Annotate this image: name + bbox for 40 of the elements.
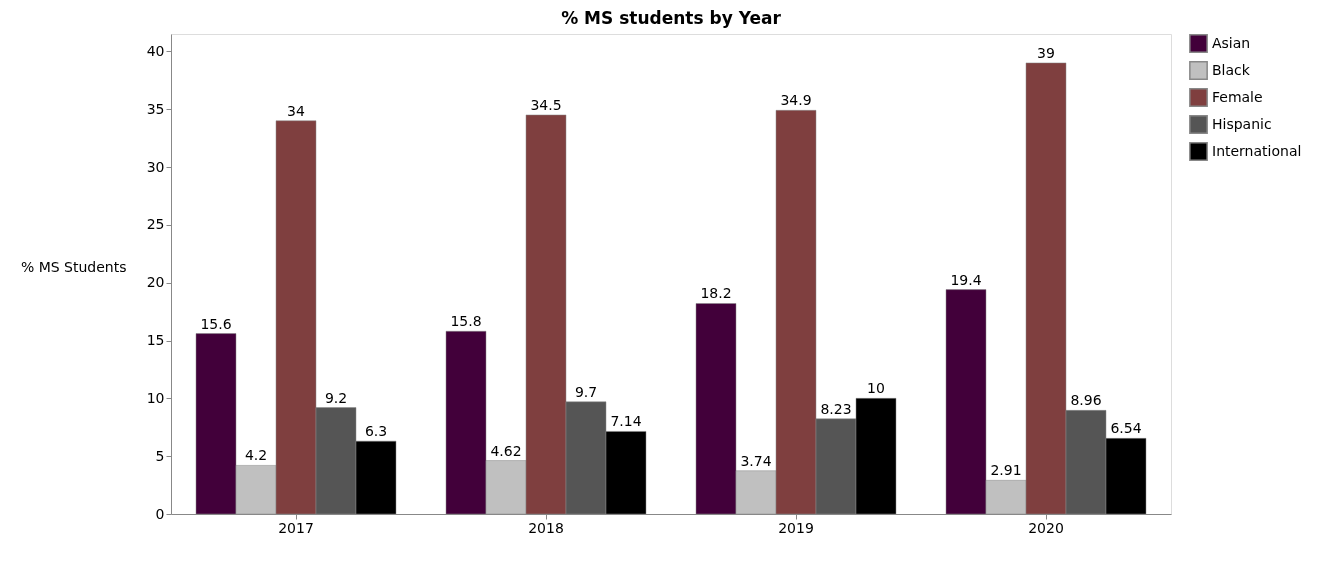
y-tick-label: 0 bbox=[155, 505, 165, 522]
data-label: 9.2 bbox=[324, 389, 348, 406]
y-tick-label: 20 bbox=[146, 274, 165, 291]
data-label: 8.23 bbox=[820, 400, 852, 417]
data-label: 10 bbox=[867, 380, 885, 397]
y-tick-label: 30 bbox=[146, 158, 165, 175]
x-tick-label: 2019 bbox=[778, 519, 814, 536]
x-tick-label: 2017 bbox=[278, 519, 314, 536]
y-tick-label: 10 bbox=[146, 389, 165, 406]
y-tick-label: 15 bbox=[146, 332, 165, 349]
data-label: 34 bbox=[287, 102, 305, 119]
y-tick-label: 5 bbox=[155, 447, 165, 464]
legend-label: Hispanic bbox=[1212, 115, 1272, 132]
x-tick-label: 2018 bbox=[528, 519, 564, 536]
legend-label: Asian bbox=[1212, 34, 1251, 51]
data-label: 34.9 bbox=[780, 92, 812, 109]
data-label: 15.8 bbox=[450, 313, 482, 330]
chart-title: % MS students by Year bbox=[561, 8, 782, 28]
data-label: 15.6 bbox=[200, 315, 232, 332]
data-label: 34.5 bbox=[530, 96, 562, 113]
data-label: 6.3 bbox=[364, 423, 388, 440]
data-label: 3.74 bbox=[740, 452, 772, 469]
data-label: 18.2 bbox=[700, 285, 732, 302]
data-label: 39 bbox=[1037, 44, 1055, 61]
y-tick-label: 35 bbox=[146, 100, 165, 117]
data-label: 7.14 bbox=[610, 413, 642, 430]
data-label: 4.2 bbox=[244, 447, 268, 464]
data-label: 8.96 bbox=[1070, 392, 1102, 409]
data-label: 2.91 bbox=[990, 462, 1022, 479]
legend-label: International bbox=[1212, 142, 1302, 159]
y-axis-title: % MS Students bbox=[20, 258, 127, 275]
data-label: 4.62 bbox=[490, 442, 522, 459]
data-label: 19.4 bbox=[950, 271, 982, 288]
y-tick-label: 40 bbox=[146, 42, 165, 59]
data-label: 6.54 bbox=[1110, 420, 1142, 437]
x-tick-label: 2020 bbox=[1028, 519, 1064, 536]
legend-label: Black bbox=[1212, 61, 1251, 78]
legend-label: Female bbox=[1212, 88, 1263, 105]
data-label: 9.7 bbox=[574, 383, 598, 400]
y-tick-label: 25 bbox=[146, 216, 165, 233]
